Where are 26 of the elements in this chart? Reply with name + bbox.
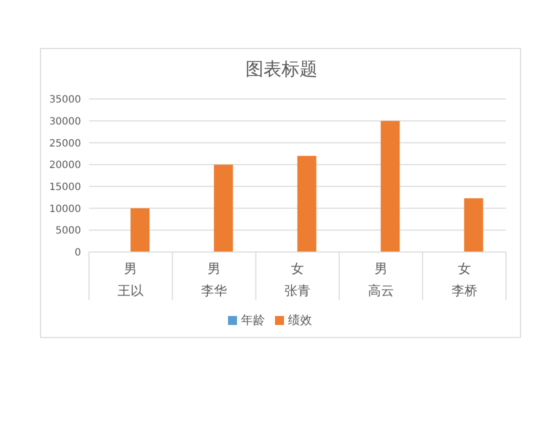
x-tick-label: 王以 bbox=[118, 284, 144, 299]
y-tick-label: 5000 bbox=[56, 226, 81, 237]
x-tick-label: 李桥 bbox=[451, 284, 478, 299]
y-tick-label: 35000 bbox=[49, 94, 81, 106]
bar bbox=[214, 164, 233, 252]
text: 男 bbox=[124, 262, 138, 277]
text: 女 bbox=[291, 262, 304, 277]
y-tick-label: 0 bbox=[74, 248, 81, 259]
y-tick-label: 20000 bbox=[49, 160, 81, 172]
bar bbox=[297, 156, 316, 252]
legend-label: 年龄 bbox=[241, 313, 265, 327]
y-tick-label: 30000 bbox=[49, 116, 81, 128]
x-tick-label: 高云 bbox=[368, 283, 394, 299]
legend-label: 绩效 bbox=[288, 313, 312, 327]
y-tick-label: 15000 bbox=[49, 182, 81, 193]
y-tick-label: 25000 bbox=[49, 138, 81, 150]
chart-title: 图表标题 bbox=[244, 58, 318, 81]
bar bbox=[464, 198, 484, 252]
text: 女 bbox=[458, 262, 471, 277]
bar bbox=[380, 120, 400, 252]
text: 男 bbox=[374, 262, 388, 277]
bar bbox=[130, 208, 150, 252]
text: 男 bbox=[208, 262, 221, 277]
x-tick-label: 张青 bbox=[284, 284, 310, 299]
x-tick-label: 李华 bbox=[201, 284, 228, 299]
y-tick-label: 10000 bbox=[49, 204, 81, 215]
